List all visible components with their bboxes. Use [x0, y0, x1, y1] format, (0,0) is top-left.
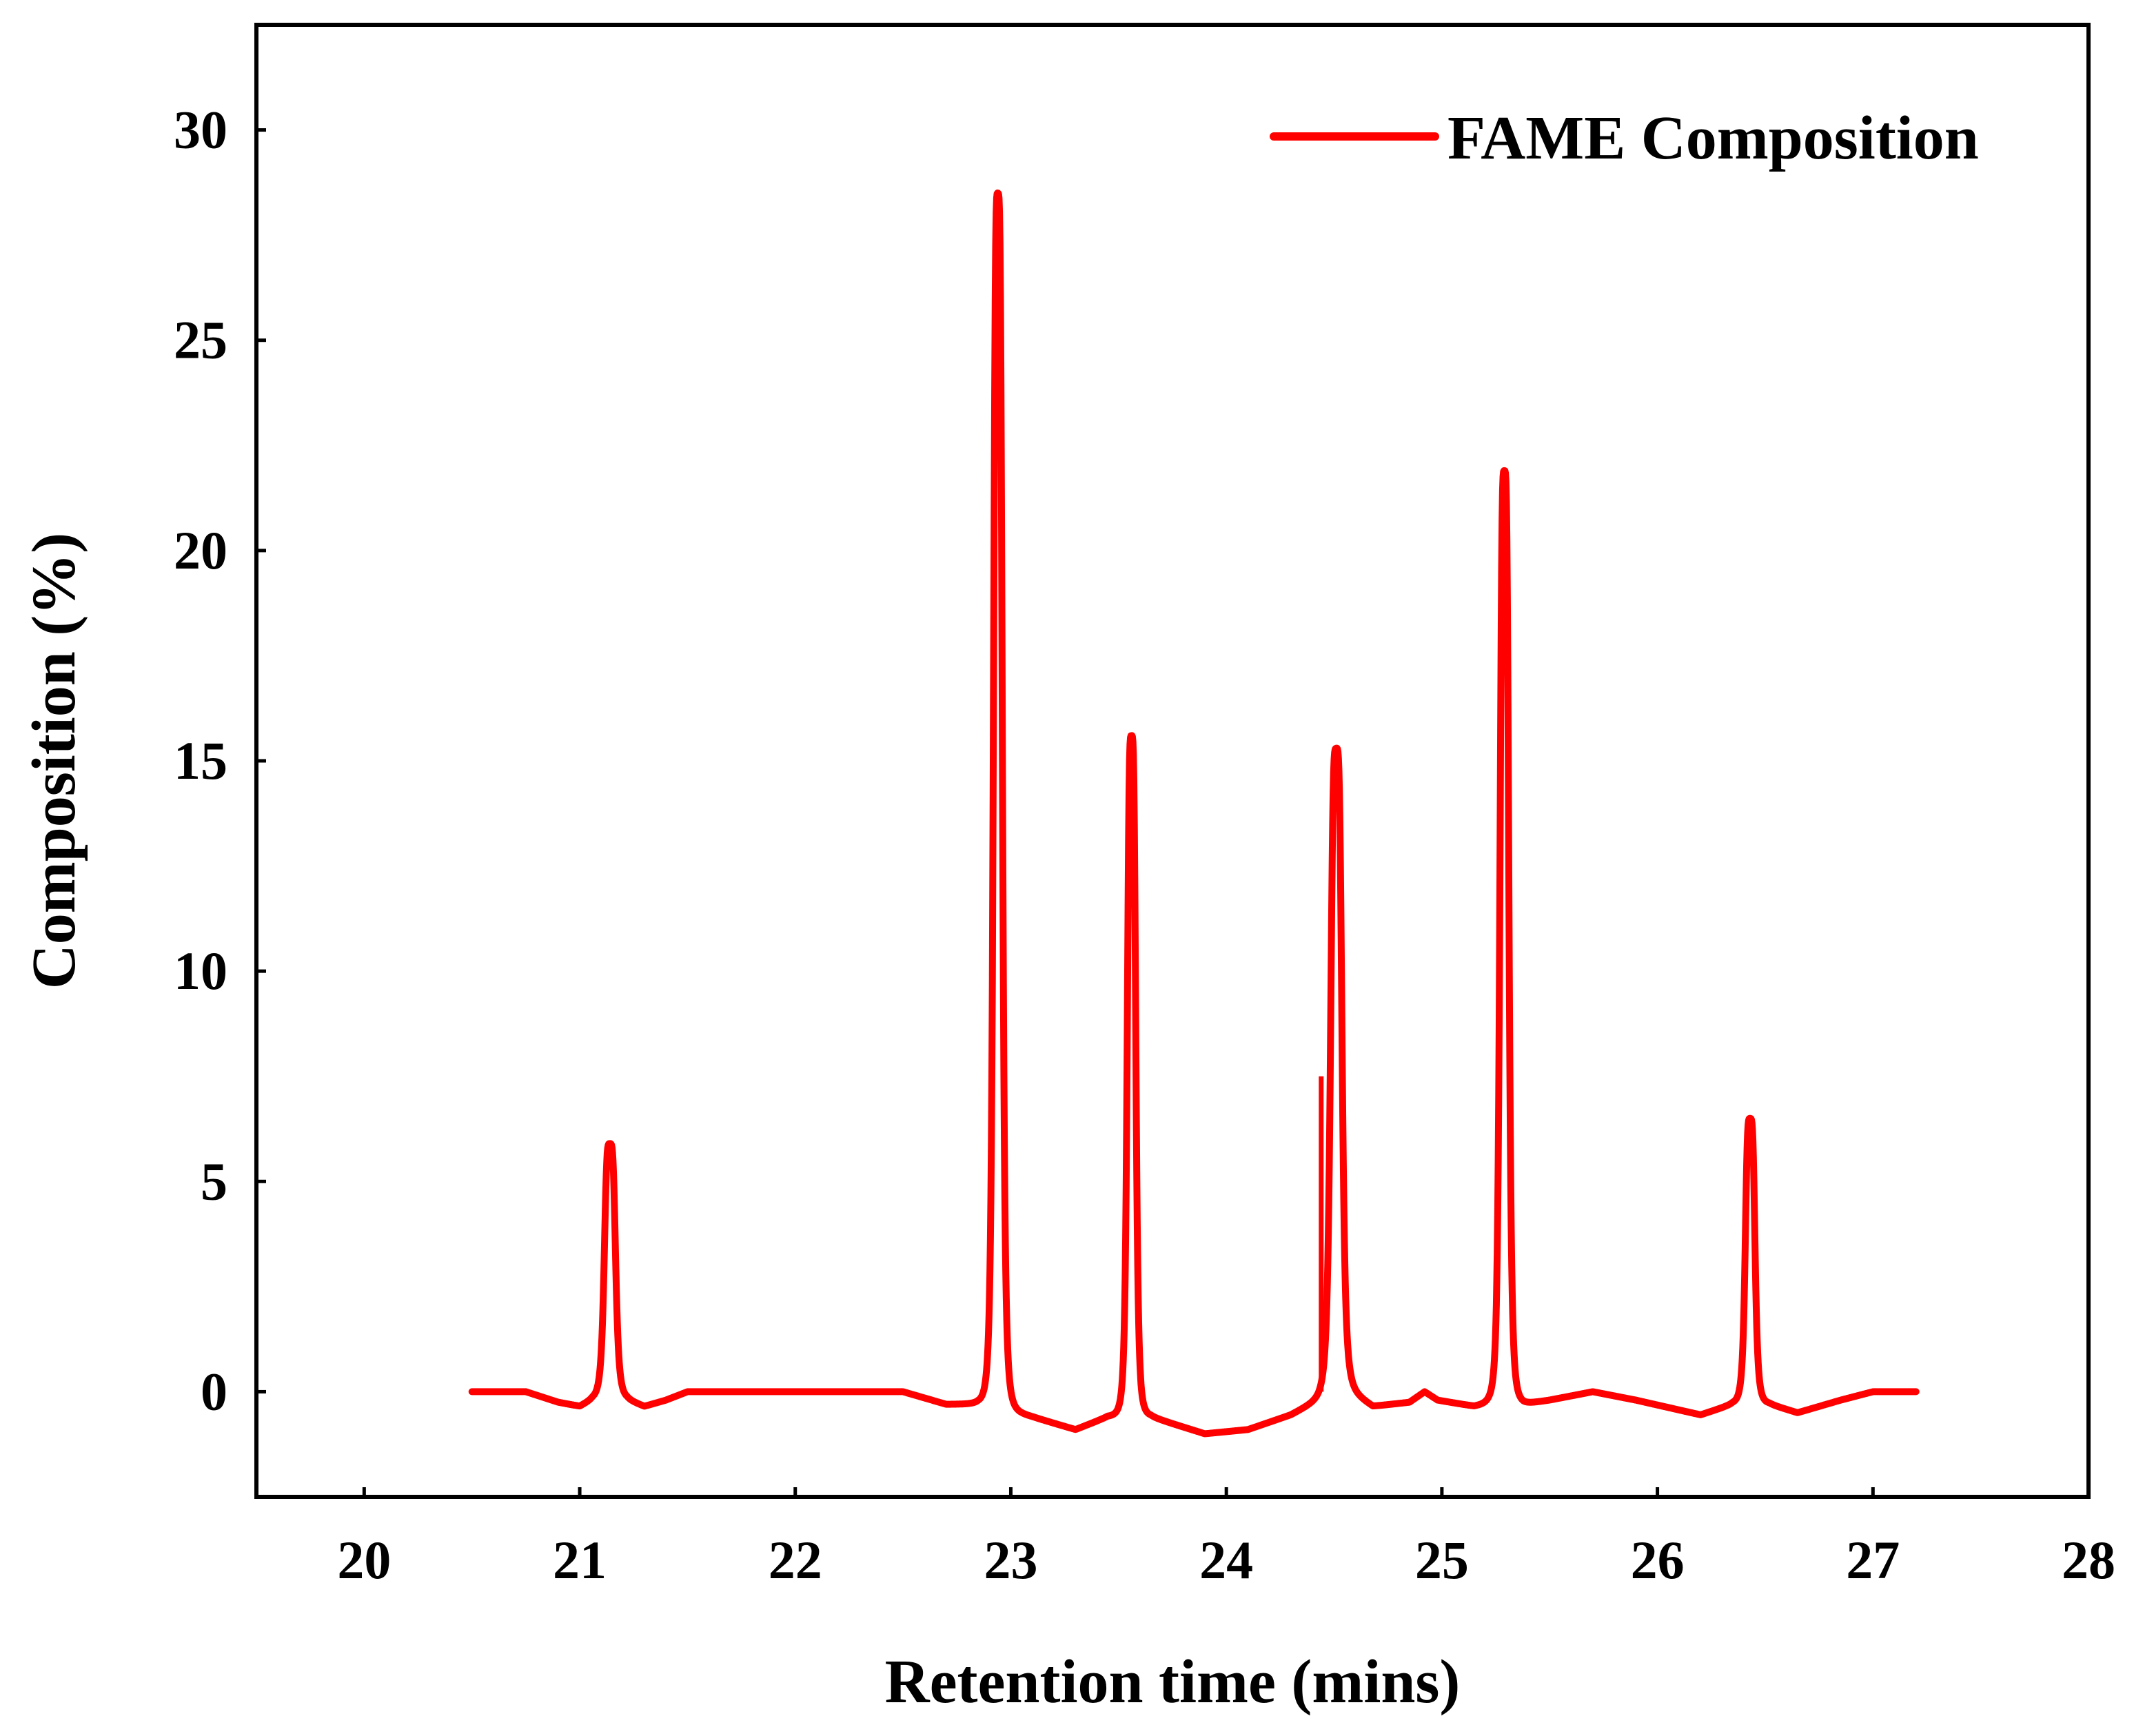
y-tick-label: 25 — [174, 310, 227, 370]
legend-label: FAME Composition — [1447, 104, 1979, 172]
y-tick-label: 10 — [174, 941, 227, 1001]
x-tick-label: 24 — [1199, 1530, 1253, 1590]
x-tick-label: 22 — [769, 1530, 822, 1590]
y-tick-label: 15 — [174, 731, 227, 790]
x-axis-ticks: 20 21 22 23 24 25 26 27 28 — [337, 1487, 2115, 1590]
y-tick-label: 30 — [174, 100, 227, 160]
x-tick-label: 28 — [2062, 1530, 2115, 1590]
x-tick-label: 25 — [1415, 1530, 1469, 1590]
x-tick-label: 21 — [553, 1530, 607, 1590]
y-axis-label: Composition (%) — [20, 533, 88, 990]
y-tick-label: 0 — [201, 1361, 227, 1421]
x-tick-label: 20 — [337, 1530, 391, 1590]
legend: FAME Composition — [1270, 104, 1979, 172]
y-axis-ticks: 0 5 10 15 20 25 30 — [174, 100, 266, 1421]
y-tick-label: 5 — [201, 1151, 227, 1211]
y-tick-label: 20 — [174, 520, 227, 580]
x-tick-label: 26 — [1631, 1530, 1685, 1590]
series-layer — [468, 190, 1920, 1438]
x-tick-label: 27 — [1846, 1530, 1900, 1590]
x-tick-label: 23 — [984, 1530, 1037, 1590]
x-axis-label: Retention time (mins) — [885, 1648, 1461, 1716]
series-line-fame-composition — [468, 190, 1920, 1438]
